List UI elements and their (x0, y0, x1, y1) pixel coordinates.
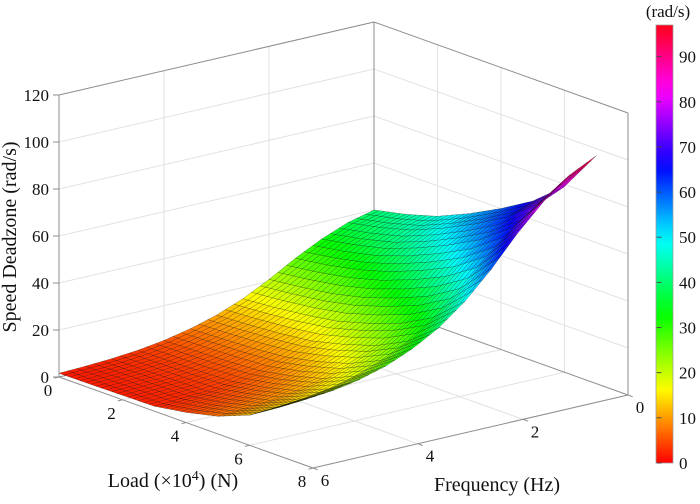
axis-titles-group: Speed Deadzone (rad/s) Load (×104) (N) F… (0, 141, 560, 496)
colorbar-tick-label: 50 (679, 228, 696, 247)
colorbar-tick-label: 30 (679, 319, 696, 338)
x-tick-label: 0 (44, 381, 53, 400)
z-tick-label: 60 (32, 227, 49, 246)
x-tick (117, 399, 123, 402)
x-tick-label: 8 (298, 472, 307, 491)
z-tick-label: 20 (32, 321, 49, 340)
x-tick (54, 376, 60, 379)
colorbar-tick-label: 90 (679, 48, 696, 67)
y-axis-line (312, 394, 629, 469)
grid-line (249, 371, 565, 446)
surface-cell (275, 403, 291, 409)
y-tick-label: 0 (636, 398, 645, 417)
z-tick-label: 100 (24, 133, 50, 152)
y-tick (417, 443, 423, 446)
z-axis-title: Speed Deadzone (rad/s) (0, 141, 21, 332)
box-edge (373, 21, 629, 114)
z-tick-label: 80 (32, 180, 49, 199)
z-tick-label: 0 (41, 368, 50, 387)
grid-line (58, 209, 375, 284)
y-tick (522, 418, 528, 422)
y-axis-title: Frequency (Hz) (434, 474, 560, 496)
colorbar-tick-label: 40 (679, 273, 696, 292)
x-tick (181, 422, 187, 425)
y-tick-label: 2 (531, 422, 540, 441)
colorbar-tick-label: 60 (679, 183, 696, 202)
x-tick-label: 2 (107, 404, 116, 423)
x-axis-title-suffix: ) (N) (199, 470, 238, 492)
z-tick-label: 120 (24, 86, 50, 105)
colorbar-tick-label: 10 (679, 409, 696, 428)
y-tick-label: 6 (321, 471, 330, 490)
surface-mesh-group (58, 155, 597, 417)
colorbar-tick-label: 20 (679, 364, 696, 383)
back-walls-grid-group (58, 21, 629, 446)
colorbar-tick-label: 70 (679, 138, 696, 157)
grid-line (58, 68, 375, 143)
axes-frame-group (53, 94, 633, 471)
colorbar-tick-label: 80 (679, 93, 696, 112)
x-tick-label: 4 (171, 427, 180, 446)
y-tick (627, 394, 633, 398)
box-edge (58, 21, 375, 96)
y-tick (312, 467, 318, 471)
colorbar-group: (rad/s) 0 10 20 30 40 50 60 70 80 90 (646, 2, 696, 473)
grid-line (58, 115, 375, 190)
x-tick (308, 467, 314, 470)
x-axis-title: Load (×104) (N) (108, 469, 238, 492)
colorbar-bar (655, 24, 674, 464)
grid-line (58, 162, 375, 237)
x-tick-label: 6 (234, 449, 243, 468)
y-tick-label: 4 (426, 447, 435, 466)
x-tick (244, 444, 250, 447)
x-axis-title-superscript: 4 (192, 469, 199, 484)
colorbar-tick-label: 0 (679, 454, 688, 473)
colorbar-title: (rad/s) (646, 2, 690, 21)
x-axis-title-prefix: Load (×10 (108, 470, 192, 492)
z-tick-label: 40 (32, 274, 49, 293)
